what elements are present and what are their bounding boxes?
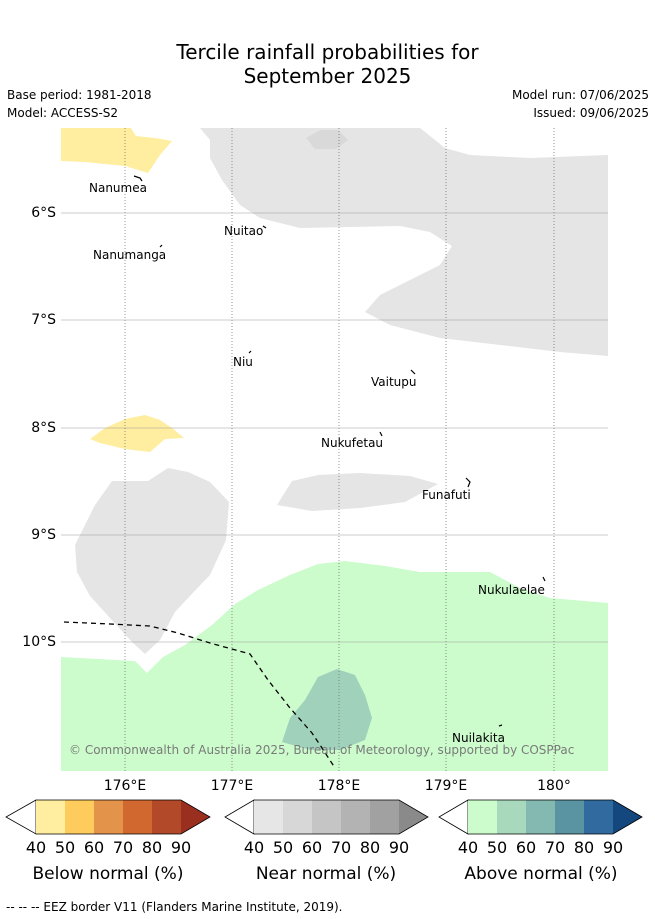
below-normal-region-mid (90, 415, 184, 452)
colorbar-below-swatch-4 (152, 800, 181, 834)
below-tick-50: 50 (54, 838, 76, 857)
eez-border (63, 621, 336, 769)
title-line-1: Tercile rainfall probabilities for (176, 40, 479, 64)
near-normal-region-central (277, 473, 438, 511)
below-tick-90: 90 (170, 838, 192, 857)
colorbar-below-label: Below normal (%) (32, 864, 184, 884)
colorbar-below-swatch-1 (65, 800, 94, 834)
colorbar-below-swatch-3 (123, 800, 152, 834)
near-tick-50: 50 (272, 838, 294, 857)
lon-label-180: 180° (537, 778, 571, 794)
place-label-nukufetau: Nukufetau (321, 436, 384, 450)
near-tick-60: 60 (301, 838, 323, 857)
colorbar-above-extend-low (438, 799, 469, 835)
above-tick-80: 80 (573, 838, 595, 857)
place-label-nuitao: Nuitao (224, 224, 264, 238)
colorbar-below-normal (5, 799, 211, 835)
lon-label-176e: 176°E (103, 778, 147, 794)
above-tick-40: 40 (457, 838, 479, 857)
lat-label-8s: 8°S (31, 420, 56, 436)
lat-label-7s: 7°S (31, 312, 56, 328)
near-normal-region-west (75, 468, 229, 654)
map-title: Tercile rainfall probabilities for Septe… (0, 40, 655, 88)
place-label-funafuti: Funafuti (422, 488, 471, 502)
colorbar-near-extend-high (399, 800, 428, 834)
near-tick-90: 90 (388, 838, 410, 857)
near-normal-region-north (200, 128, 608, 356)
colorbar-below-extend-low (5, 799, 37, 835)
near-tick-80: 80 (359, 838, 381, 857)
below-tick-70: 70 (112, 838, 134, 857)
lon-label-177e: 177°E (210, 778, 254, 794)
below-tick-80: 80 (141, 838, 163, 857)
place-label-nanumanga: Nanumanga (93, 248, 167, 262)
colorbar-above-label: Above normal (%) (464, 864, 618, 884)
lon-label-179e: 179°E (424, 778, 468, 794)
lat-label-10s: 10°S (22, 634, 56, 650)
place-label-nuilakita: Nuilakita (452, 731, 505, 745)
below-tick-60: 60 (83, 838, 105, 857)
above-tick-60: 60 (515, 838, 537, 857)
island-outlines (133, 175, 546, 727)
lon-label-178e: 178°E (317, 778, 361, 794)
colorbar-near-normal (224, 799, 429, 835)
near-normal-region-small (306, 130, 348, 149)
colorbar-above-swatch-3 (555, 800, 584, 834)
above-tick-70: 70 (544, 838, 566, 857)
colorbar-near-swatch-3 (341, 800, 370, 834)
colorbar-above-normal (438, 799, 643, 835)
place-label-niu: Niu (233, 355, 253, 369)
colorbar-above-extend-high (613, 800, 642, 834)
colorbar-above-swatch-4 (584, 800, 613, 834)
place-label-nukulaelae: Nukulaelae (478, 583, 545, 597)
colorbar-above-swatch-1 (497, 800, 526, 834)
base-period: Base period: 1981-2018 (7, 88, 152, 102)
model-run: Model run: 07/06/2025 (511, 88, 649, 102)
colorbar-below-extend-high (181, 800, 210, 834)
above-normal-region (61, 561, 608, 771)
place-label-nanumea: Nanumea (89, 181, 147, 195)
near-tick-70: 70 (330, 838, 352, 857)
model-name: Model: ACCESS-S2 (7, 106, 119, 120)
eez-legend: -- -- -- EEZ border V11 (Flanders Marine… (6, 900, 343, 914)
colorbar-near-swatch-1 (283, 800, 312, 834)
title-line-2: September 2025 (243, 64, 412, 88)
near-tick-40: 40 (243, 838, 265, 857)
place-label-vaitupu: Vaitupu (371, 375, 417, 389)
graticule (124, 128, 555, 771)
below-normal-region-north (61, 128, 172, 173)
colorbar-above-swatch-0 (468, 800, 497, 834)
lat-label-9s: 9°S (31, 527, 56, 543)
colorbar-above-swatch-2 (526, 800, 555, 834)
colorbar-below-swatch-2 (94, 800, 123, 834)
above-tick-50: 50 (486, 838, 508, 857)
colorbar-near-extend-low (224, 799, 255, 835)
colorbar-below-swatch-0 (36, 800, 65, 834)
below-tick-40: 40 (25, 838, 47, 857)
colorbar-near-swatch-2 (312, 800, 341, 834)
parallels (61, 212, 608, 643)
colorbar-near-swatch-0 (254, 800, 283, 834)
colorbar-near-swatch-4 (370, 800, 399, 834)
copyright-notice: © Commonwealth of Australia 2025, Bureau… (69, 743, 575, 757)
above-normal-50-region (282, 669, 372, 750)
colorbars (5, 799, 643, 835)
lat-label-6s: 6°S (31, 205, 56, 221)
colorbar-near-label: Near normal (%) (255, 864, 397, 884)
above-tick-90: 90 (602, 838, 624, 857)
issued-date: Issued: 09/06/2025 (533, 106, 649, 120)
